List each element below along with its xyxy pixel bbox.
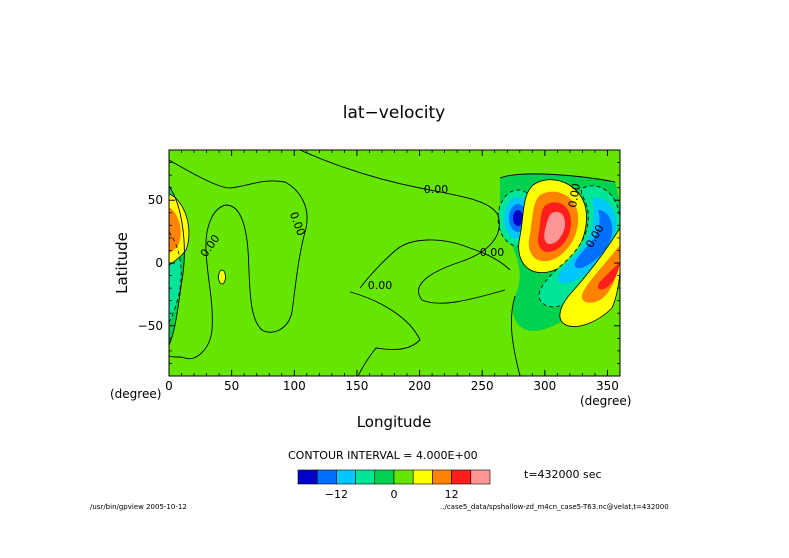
footer-right: ../case5_data/spshallow-zd_m4cn_case5-T6… — [440, 503, 669, 511]
y-tick-label: 50 — [148, 193, 163, 207]
colorbar-swatch — [297, 469, 318, 485]
contour-fill-small-positive — [218, 269, 226, 285]
contour-label: 0.00 — [424, 183, 449, 196]
contour-fill-west-positive-inner — [169, 207, 181, 254]
x-unit-label: (degree) — [580, 394, 631, 408]
x-axis: 0 50 100 150 200 250 300 350 — [165, 150, 619, 393]
colorbar-swatch — [451, 469, 472, 485]
contour-fill-neg-band-3 — [574, 210, 613, 269]
colorbar-swatch — [316, 469, 337, 485]
colorbar — [297, 469, 491, 485]
colorbar-swatch — [374, 469, 395, 485]
contour-fill-pos-band-3 — [597, 262, 620, 290]
time-text: t=432000 sec — [524, 468, 602, 481]
colorbar-ticks: −12 0 12 — [325, 488, 459, 501]
y-unit-label: (degree) — [110, 387, 161, 401]
x-axis-label: Longitude — [357, 413, 432, 431]
x-tick-label: 250 — [471, 379, 494, 393]
y-axis-label: Latitude — [113, 232, 131, 294]
positive-contours — [169, 193, 190, 266]
plot-area: 0.000.000.000.000.000.000.00 — [169, 150, 620, 376]
contour-fill-neg-low-4 — [513, 210, 523, 226]
x-tick-label: 200 — [408, 379, 431, 393]
chart-title: lat−velocity — [343, 103, 446, 123]
colorbar-swatch — [355, 469, 376, 485]
contour-fill-pos-band-1 — [559, 227, 620, 327]
contour-label: 0.00 — [566, 182, 583, 208]
y-tick-label: 0 — [155, 256, 163, 270]
x-tick-label: 50 — [224, 379, 239, 393]
colorbar-tick-label: −12 — [325, 488, 348, 501]
colorbar-swatch — [432, 469, 452, 485]
x-tick-label: 300 — [533, 379, 556, 393]
contour-label: 0.00 — [480, 246, 505, 259]
y-tick-label: −50 — [138, 319, 163, 333]
x-tick-label: 0 — [165, 379, 173, 393]
colorbar-swatch — [393, 469, 414, 485]
colorbar-swatch — [470, 469, 491, 485]
footer-left: /usr/bin/gpview 2005-10-12 — [90, 503, 187, 511]
contour-interval-text: CONTOUR INTERVAL = 4.000E+00 — [288, 449, 478, 462]
contour-fill-pos-band-2 — [581, 245, 620, 303]
colorbar-tick-label: 0 — [391, 488, 398, 501]
colorbar-tick-label: 12 — [445, 488, 459, 501]
contour-fill-pos-high-4 — [544, 211, 566, 244]
colorbar-swatch — [412, 469, 433, 485]
zero-contours — [169, 150, 616, 376]
colorbar-swatch — [336, 469, 356, 485]
y-axis: 50 0 −50 — [138, 162, 620, 364]
x-tick-label: 350 — [596, 379, 619, 393]
contour-label: 0.00 — [368, 279, 393, 292]
x-tick-label: 100 — [283, 379, 306, 393]
x-tick-label: 150 — [345, 379, 368, 393]
